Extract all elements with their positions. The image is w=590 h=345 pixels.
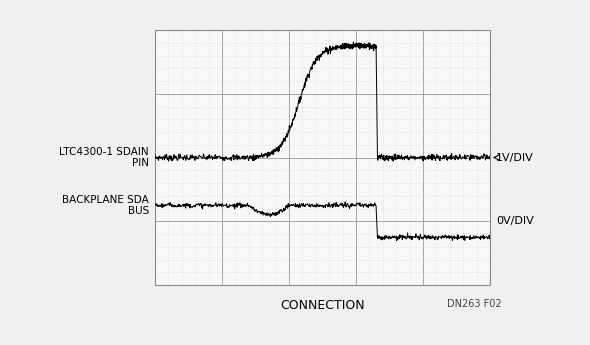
Text: BACKPLANE SDA
BUS: BACKPLANE SDA BUS bbox=[63, 195, 149, 216]
Text: LTC4300-1 SDAIN
PIN: LTC4300-1 SDAIN PIN bbox=[60, 147, 149, 168]
Text: CONNECTION: CONNECTION bbox=[280, 299, 365, 312]
Text: DN263 F02: DN263 F02 bbox=[447, 299, 502, 309]
Text: 1V/DIV: 1V/DIV bbox=[496, 152, 533, 162]
Text: 0V/DIV: 0V/DIV bbox=[496, 216, 533, 226]
